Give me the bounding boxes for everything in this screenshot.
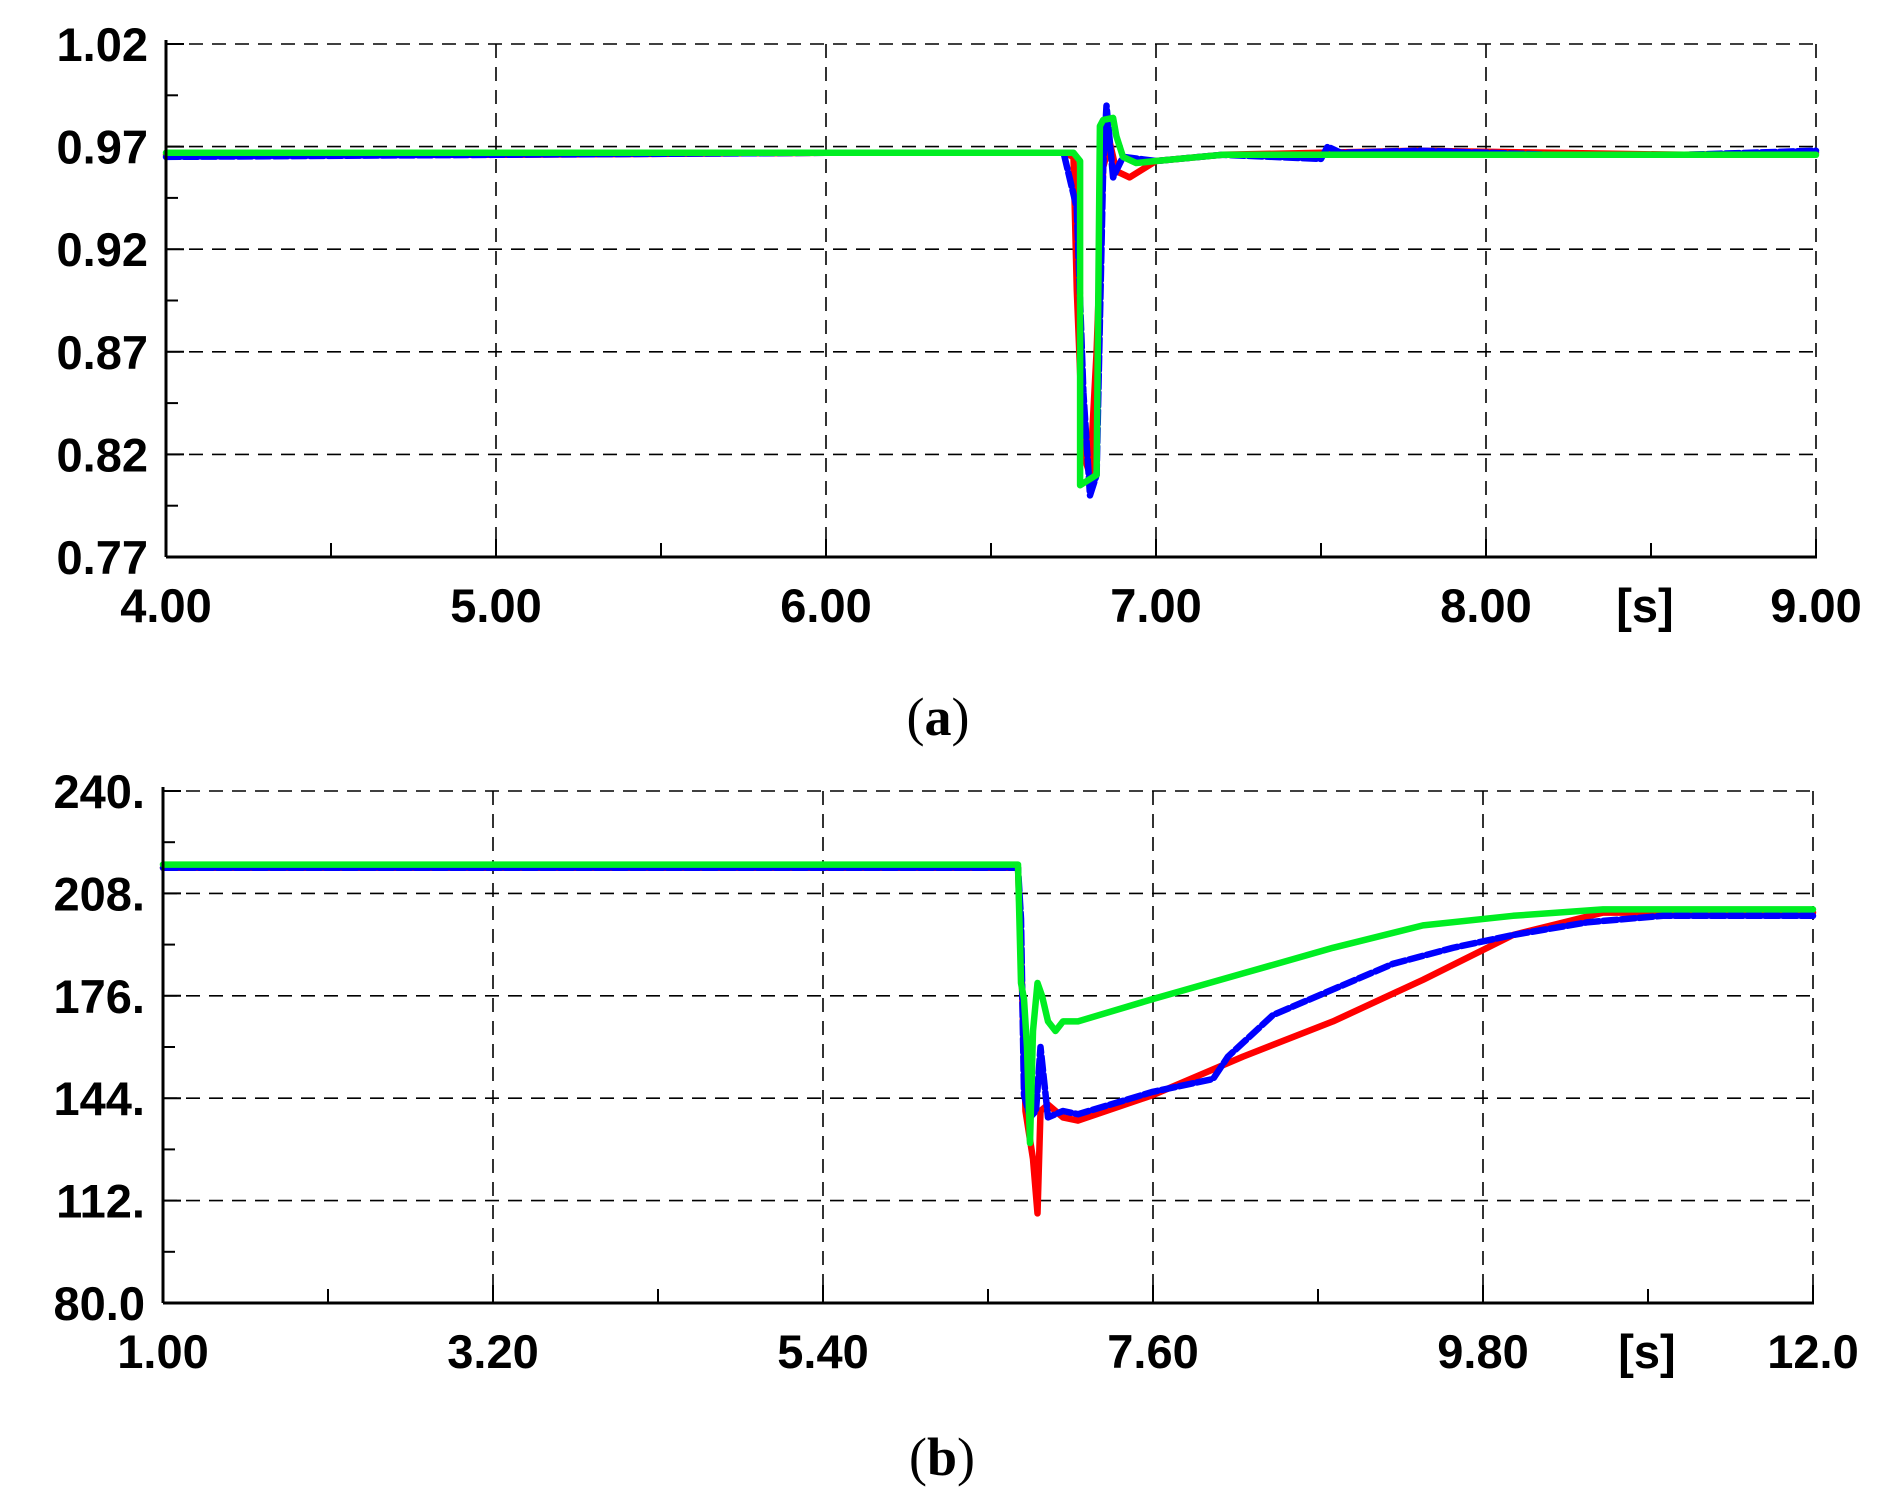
chart-a-axes: [164, 40, 1817, 559]
chart-b-y-tick-label: 240.: [54, 765, 145, 818]
chart-b-grid: [163, 790, 1814, 1303]
chart-b: 80.0 112. 144. 176. 208. 240. 1.00 3.20 5.40 7.60…: [54, 765, 1859, 1487]
chart-a-series-2: [162, 102, 1820, 499]
chart-b-x-unit-label: [s]: [1618, 1325, 1675, 1378]
chart-a-series: [162, 102, 1820, 499]
chart-b-x-tick-label: 7.60: [1107, 1325, 1198, 1378]
chart-a-x-tick-label: 6.00: [780, 579, 871, 632]
chart-b-y-tick-label: 112.: [56, 1175, 145, 1228]
chart-b-y-tick-label: 144.: [54, 1072, 145, 1125]
chart-b-tick-labels: 80.0 112. 144. 176. 208. 240. 1.00 3.20 5.40 7.60…: [54, 765, 1859, 1378]
chart-b-axes: [161, 787, 1814, 1305]
chart-a-y-tick-label: 0.77: [57, 531, 148, 584]
chart-b-caption: (b): [909, 1427, 975, 1487]
chart-b-series-3: [159, 861, 1817, 1147]
chart-a-x-tick-label: 5.00: [450, 579, 541, 632]
chart-a-x-tick-label: 4.00: [120, 579, 211, 632]
chart-b-y-tick-label: 80.0: [54, 1277, 145, 1330]
chart-b-x-tick-label: 1.00: [117, 1325, 208, 1378]
chart-a-y-tick-label: 0.87: [57, 326, 148, 379]
chart-a-series-1: [162, 139, 1820, 479]
chart-a-y-tick-label: 1.02: [57, 18, 148, 71]
chart-a-x-unit-label: [s]: [1616, 579, 1673, 632]
chart-b-y-tick-label: 208.: [54, 867, 145, 920]
chart-b-series: [159, 861, 1817, 1217]
chart-a-x-tick-label: 7.00: [1110, 579, 1201, 632]
chart-a-y-tick-label: 0.82: [57, 428, 148, 481]
chart-a-x-tick-label: 9.00: [1770, 579, 1861, 632]
chart-a-caption: (a): [907, 687, 970, 747]
chart-b-x-tick-label: 12.0: [1767, 1325, 1858, 1378]
chart-b-series-1: [159, 864, 1817, 1217]
chart-b-x-tick-label: 5.40: [777, 1325, 868, 1378]
chart-a: 0.77 0.82 0.87 0.92 0.97 1.02 4.00 5.00 6.00 7.00…: [57, 18, 1862, 747]
chart-a-grid: [166, 43, 1817, 557]
chart-a-y-tick-label: 0.97: [57, 121, 148, 174]
chart-b-y-tick-label: 176.: [54, 970, 145, 1023]
chart-a-y-tick-label: 0.92: [57, 223, 148, 276]
chart-a-x-tick-label: 8.00: [1440, 579, 1531, 632]
chart-a-tick-labels: 0.77 0.82 0.87 0.92 0.97 1.02 4.00 5.00 6.00 7.00…: [57, 18, 1862, 632]
chart-b-x-tick-label: 9.80: [1437, 1325, 1528, 1378]
chart-b-series-2: [159, 864, 1817, 1121]
chart-b-x-tick-label: 3.20: [447, 1325, 538, 1378]
chart-a-series-3: [162, 114, 1820, 489]
